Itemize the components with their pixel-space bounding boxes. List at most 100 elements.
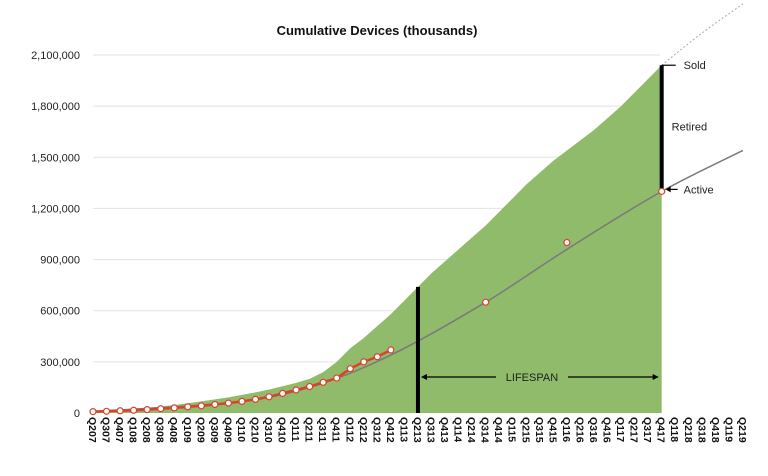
active-point [278,389,287,397]
active-point [197,402,205,410]
x-tick-label: Q414 [492,417,504,443]
x-tick-label: Q208 [140,417,152,443]
x-tick-label: Q113 [397,417,409,442]
active-point [211,400,219,409]
x-tick-label: Q413 [438,417,450,443]
active-point [157,405,165,413]
active-point [563,238,571,247]
active-point [373,353,381,361]
lifespan-markers [415,65,664,413]
y-tick-label: 1,200,000 [31,203,80,215]
x-tick-label: Q309 [208,417,220,443]
sold-label: Sold [684,60,706,72]
active-point [102,407,111,415]
x-tick-label: Q411 [330,417,342,442]
x-tick-label: Q410 [276,417,288,443]
x-tick-label: Q313 [425,417,437,443]
active-point [130,406,138,414]
active-point [184,403,192,411]
active-point [89,408,97,416]
x-tick-label: Q408 [167,417,179,443]
arrowhead-icon [420,374,427,380]
retired-label: Retired [672,122,707,134]
x-tick-label: Q118 [668,417,680,442]
active-point [482,298,490,306]
x-tick-label: Q119 [722,417,734,442]
x-tick-label: Q312 [370,417,382,443]
active-point [319,378,327,386]
active-point [360,358,368,366]
x-tick-label: Q211 [303,417,315,442]
active-point [346,365,354,373]
sold-projection-line [661,3,744,66]
x-tick-label: Q110 [235,417,247,442]
x-tick-label: Q409 [221,417,233,443]
x-tick-label: Q218 [682,417,694,443]
x-tick-label: Q315 [533,417,545,443]
x-tick-label: Q407 [113,417,125,443]
x-tick-label: Q412 [384,417,396,443]
x-tick-label: Q417 [655,417,667,443]
x-tick-label: Q318 [695,417,707,443]
x-tick-label: Q111 [289,417,301,442]
x-tick-label: Q415 [546,417,558,443]
active-point [238,397,246,406]
x-tick-label: Q212 [357,417,369,443]
x-tick-label: Q214 [465,417,477,443]
x-tick-label: Q216 [573,417,585,443]
x-tick-label: Q317 [641,417,653,443]
active-point [292,386,300,394]
active-label: Active [684,184,714,196]
arrowhead-icon [665,186,671,193]
active-points [89,187,666,416]
x-tick-label: Q114 [452,417,464,442]
x-tick-label: Q207 [86,417,98,443]
active-point [387,346,395,354]
y-tick-label: 0 [74,408,80,420]
x-tick-label: Q217 [628,417,640,443]
y-tick-label: 1,800,000 [31,101,80,113]
x-tick-label: Q215 [519,417,531,443]
lifespan-label: LIFESPAN [506,372,558,384]
y-tick-label: 2,100,000 [31,50,80,62]
y-tick-label: 300,000 [40,357,80,369]
y-axis: 0 300,000 600,000 900,000 1,200,000 1,500,000… [31,50,80,420]
active-point [658,187,666,195]
x-tick-label: Q307 [100,417,112,443]
arrowhead-icon [652,374,659,380]
annotations: Sold Retired Active LIFESPAN [506,60,714,384]
active-point [333,374,341,382]
active-point [224,399,232,407]
x-tick-label: Q213 [411,417,423,443]
x-tick-label: Q219 [736,417,748,443]
sold-area [93,65,662,413]
x-tick-label: Q109 [181,417,193,443]
active-point [306,382,314,391]
x-tick-label: Q117 [614,417,626,442]
active-point [116,407,124,415]
active-point [265,393,273,401]
x-tick-label: Q316 [587,417,599,443]
x-tick-label: Q209 [194,417,206,443]
x-tick-label: Q108 [127,417,139,443]
gridlines [93,54,660,363]
y-tick-label: 600,000 [40,306,80,318]
x-tick-label: Q112 [343,417,355,442]
active-point [170,404,178,412]
x-axis: Q207 Q307 Q407 Q108 Q208 Q308 Q408 Q109 Q209 Q309… [86,417,748,443]
x-tick-label: Q311 [316,417,328,442]
x-tick-label: Q418 [709,417,721,443]
active-point [143,405,151,414]
x-tick-label: Q116 [560,417,572,442]
x-tick-label: Q314 [479,417,491,443]
x-tick-label: Q310 [262,417,274,443]
y-tick-label: 900,000 [40,255,80,267]
x-tick-label: Q210 [248,417,260,443]
x-tick-label: Q416 [601,417,613,443]
x-tick-label: Q308 [154,417,166,443]
chart-title: Cumulative Devices (thousands) [277,23,478,38]
active-point [251,395,260,403]
x-tick-label: Q115 [506,417,518,442]
y-tick-label: 1,500,000 [31,152,80,164]
